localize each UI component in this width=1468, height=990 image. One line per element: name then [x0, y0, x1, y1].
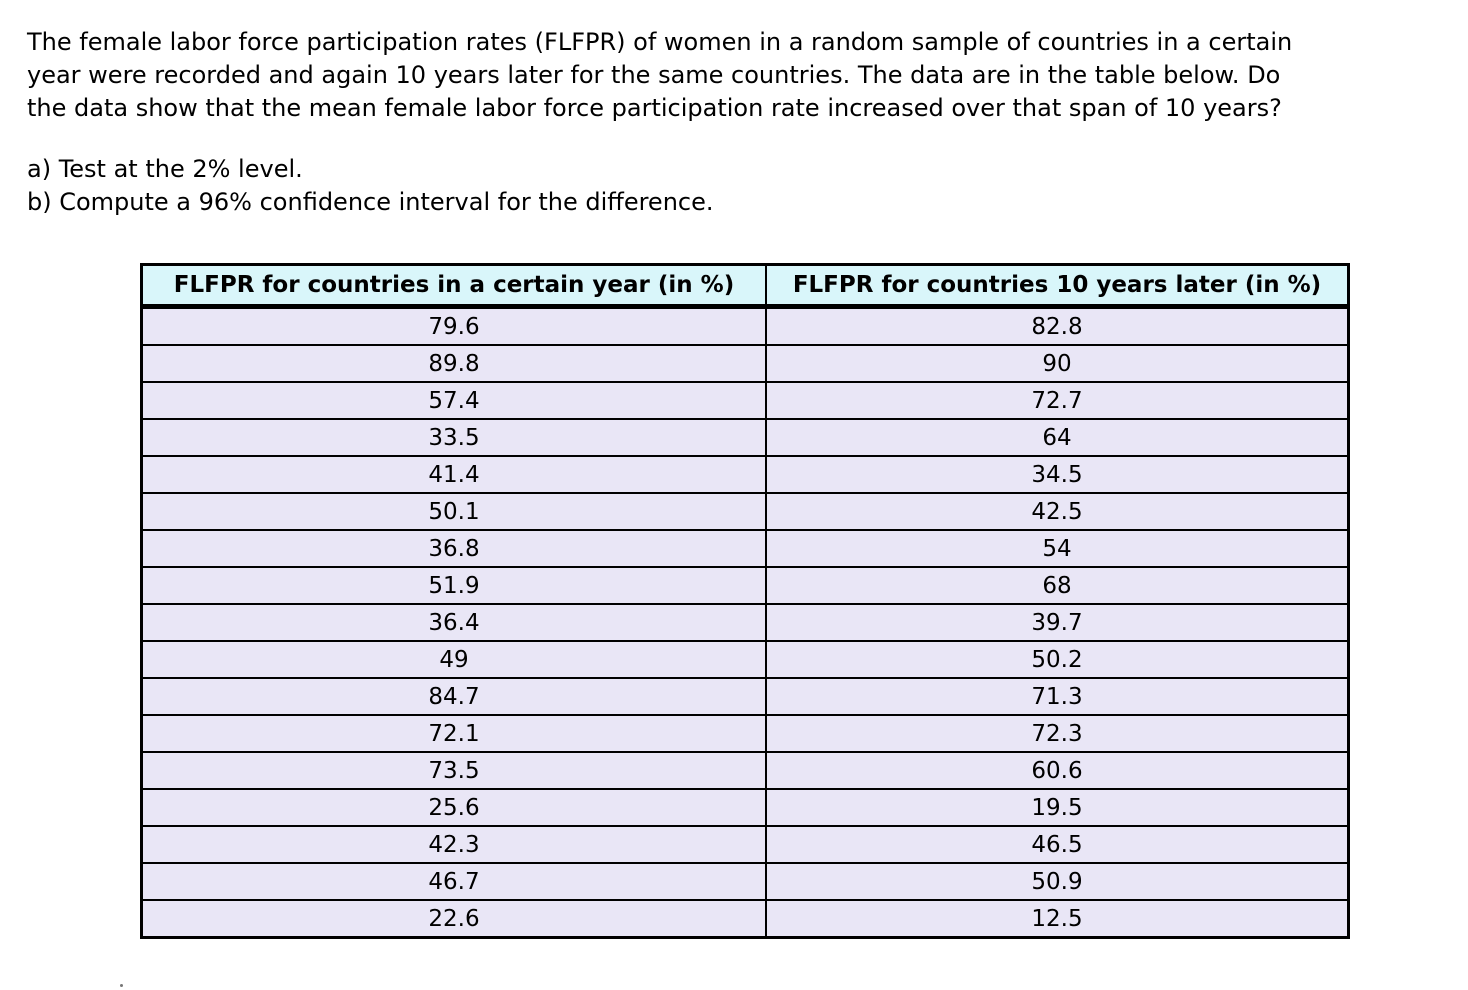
problem-line-1: The female labor force participation rat… — [27, 28, 1293, 56]
table-cell: 49 — [140, 640, 767, 679]
table-header-10-years-later: FLFPR for countries 10 years later (in %… — [765, 263, 1350, 309]
part-a: a) Test at the 2% level. — [27, 155, 303, 183]
table-row: 51.9 68 — [140, 566, 1350, 605]
table-cell: 71.3 — [765, 677, 1350, 716]
stray-mark — [120, 984, 123, 987]
table-cell: 42.3 — [140, 825, 767, 864]
table-cell: 64 — [765, 418, 1350, 457]
problem-statement: The female labor force participation rat… — [27, 26, 1292, 125]
table-cell: 79.6 — [140, 305, 767, 346]
table-cell: 36.4 — [140, 603, 767, 642]
table-row: 50.1 42.5 — [140, 492, 1350, 531]
table-cell: 51.9 — [140, 566, 767, 605]
flfpr-data-table: FLFPR for countries in a certain year (i… — [140, 263, 1350, 939]
table-cell: 36.8 — [140, 529, 767, 568]
table-cell: 34.5 — [765, 455, 1350, 494]
table-cell: 89.8 — [140, 344, 767, 383]
table-cell: 42.5 — [765, 492, 1350, 531]
table-body: 79.6 82.8 89.8 90 57.4 72.7 33.5 64 41.4 34.5 50.1… — [140, 305, 1350, 939]
table-cell: 60.6 — [765, 751, 1350, 790]
table-cell: 50.1 — [140, 492, 767, 531]
table-row: 22.6 12.5 — [140, 899, 1350, 939]
table-header-certain-year: FLFPR for countries in a certain year (i… — [140, 263, 767, 309]
table-cell: 90 — [765, 344, 1350, 383]
table-cell: 50.2 — [765, 640, 1350, 679]
table-row: 89.8 90 — [140, 344, 1350, 383]
table-row: 79.6 82.8 — [140, 305, 1350, 346]
table-cell: 72.7 — [765, 381, 1350, 420]
table-cell: 73.5 — [140, 751, 767, 790]
table-cell: 25.6 — [140, 788, 767, 827]
table-cell: 46.7 — [140, 862, 767, 901]
table-row: 72.1 72.3 — [140, 714, 1350, 753]
table-row: 36.4 39.7 — [140, 603, 1350, 642]
table-cell: 41.4 — [140, 455, 767, 494]
table-row: 49 50.2 — [140, 640, 1350, 679]
table-cell: 57.4 — [140, 381, 767, 420]
table-row: 42.3 46.5 — [140, 825, 1350, 864]
table-row: 33.5 64 — [140, 418, 1350, 457]
table-cell: 39.7 — [765, 603, 1350, 642]
table-row: 84.7 71.3 — [140, 677, 1350, 716]
table-row: 36.8 54 — [140, 529, 1350, 568]
table-cell: 72.1 — [140, 714, 767, 753]
table-cell: 46.5 — [765, 825, 1350, 864]
part-b: b) Compute a 96% confidence interval for… — [27, 188, 714, 216]
table-row: 57.4 72.7 — [140, 381, 1350, 420]
table-cell: 72.3 — [765, 714, 1350, 753]
table-cell: 19.5 — [765, 788, 1350, 827]
table-row: 41.4 34.5 — [140, 455, 1350, 494]
table-cell: 84.7 — [140, 677, 767, 716]
table-row: 73.5 60.6 — [140, 751, 1350, 790]
table-row: 25.6 19.5 — [140, 788, 1350, 827]
problem-line-3: the data show that the mean female labor… — [27, 94, 1282, 122]
table-cell: 22.6 — [140, 899, 767, 939]
table-cell: 12.5 — [765, 899, 1350, 939]
table-header-row: FLFPR for countries in a certain year (i… — [140, 263, 1350, 309]
table-cell: 33.5 — [140, 418, 767, 457]
table-row: 46.7 50.9 — [140, 862, 1350, 901]
table-cell: 68 — [765, 566, 1350, 605]
question-parts: a) Test at the 2% level. b) Compute a 96… — [27, 153, 714, 219]
table-cell: 54 — [765, 529, 1350, 568]
table-cell: 82.8 — [765, 305, 1350, 346]
problem-line-2: year were recorded and again 10 years la… — [27, 61, 1281, 89]
table-cell: 50.9 — [765, 862, 1350, 901]
